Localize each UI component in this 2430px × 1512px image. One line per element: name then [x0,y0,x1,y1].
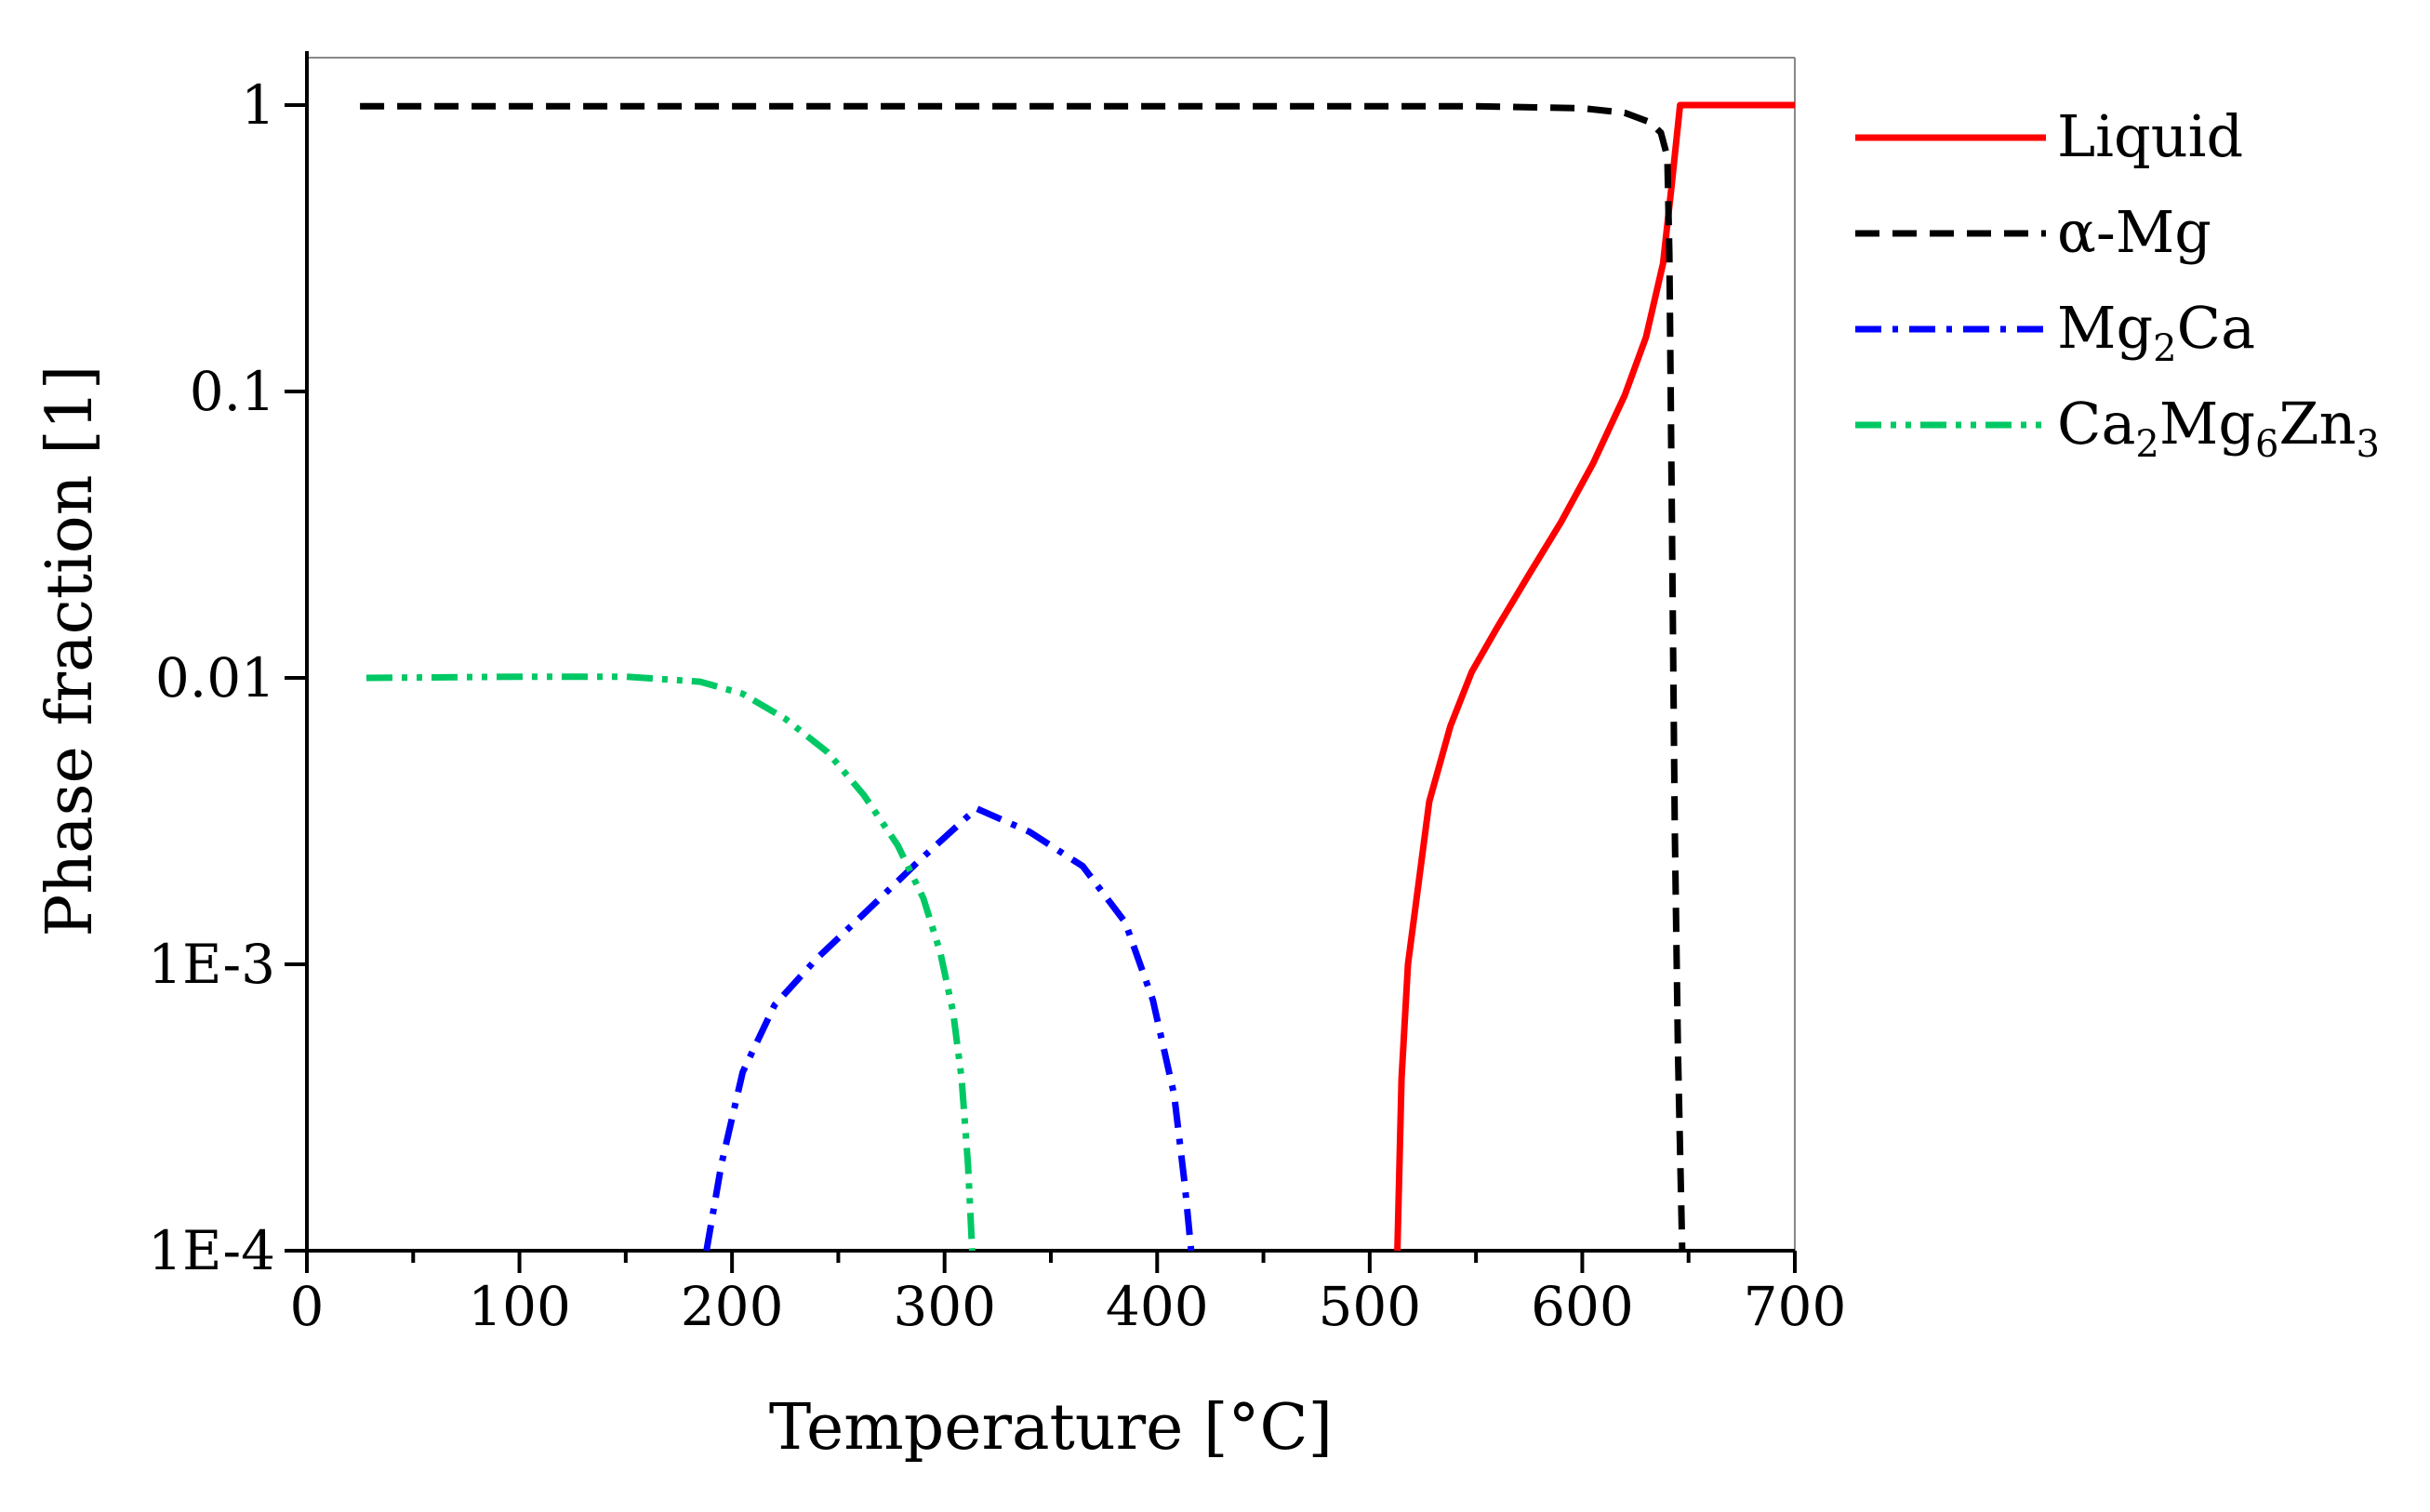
x-tick-label: 500 [1318,1275,1421,1338]
x-axis-title: Temperature [°C] [769,1391,1333,1465]
x-tick-label: 200 [681,1275,784,1338]
y-axis-ticks: 1E-4 1E-3 0.01 0.1 1 [148,73,307,1282]
y-tick-label: 1 [241,73,275,137]
x-tick-label: 700 [1744,1275,1847,1338]
y-tick-label: 0.1 [190,360,275,423]
x-tick-label: 600 [1531,1275,1634,1338]
y-tick-label: 1E-4 [148,1219,275,1282]
legend-label: α-Mg [2057,198,2211,266]
legend-label: Mg2Ca [2057,294,2255,370]
y-tick-label: 0.01 [155,646,275,710]
legend: Liquid α-Mg Mg2Ca Ca2Mg6Zn3 [1855,102,2380,466]
x-tick-label: 300 [893,1275,996,1338]
series-line-ca2mg6zn3 [365,673,976,1252]
y-axis-title: Phase fraction [1] [33,365,107,937]
series-line-mg2ca [703,804,1195,1252]
series-layer [360,101,1795,1252]
x-tick-label: 100 [468,1275,571,1338]
series-line--mg [360,102,1686,1252]
series-line-liquid [1394,101,1795,1252]
legend-label: Liquid [2057,102,2243,170]
x-axis-ticks: 0 100 200 300 400 500 600 700 [290,1251,1847,1338]
legend-label: Ca2Mg6Zn3 [2057,390,2380,466]
y-tick-label: 1E-3 [148,933,275,996]
x-tick-label: 400 [1106,1275,1209,1338]
x-tick-label: 0 [290,1275,325,1338]
